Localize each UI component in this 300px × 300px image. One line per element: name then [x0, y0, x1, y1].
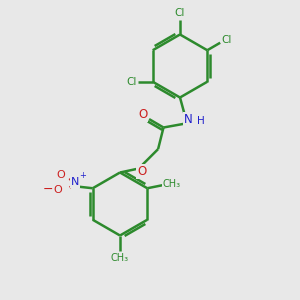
Text: N: N — [184, 113, 193, 126]
Text: O: O — [54, 185, 63, 195]
Text: Cl: Cl — [222, 35, 232, 45]
Text: −: − — [43, 183, 53, 196]
Text: N: N — [70, 177, 79, 187]
Text: O: O — [56, 170, 65, 180]
Text: H: H — [197, 116, 205, 126]
Text: +: + — [80, 171, 86, 180]
Text: CH₃: CH₃ — [163, 179, 181, 189]
Text: Cl: Cl — [175, 8, 185, 18]
Text: O: O — [137, 165, 146, 178]
Text: Cl: Cl — [126, 77, 136, 87]
Text: O: O — [138, 108, 147, 121]
Text: CH₃: CH₃ — [111, 253, 129, 263]
